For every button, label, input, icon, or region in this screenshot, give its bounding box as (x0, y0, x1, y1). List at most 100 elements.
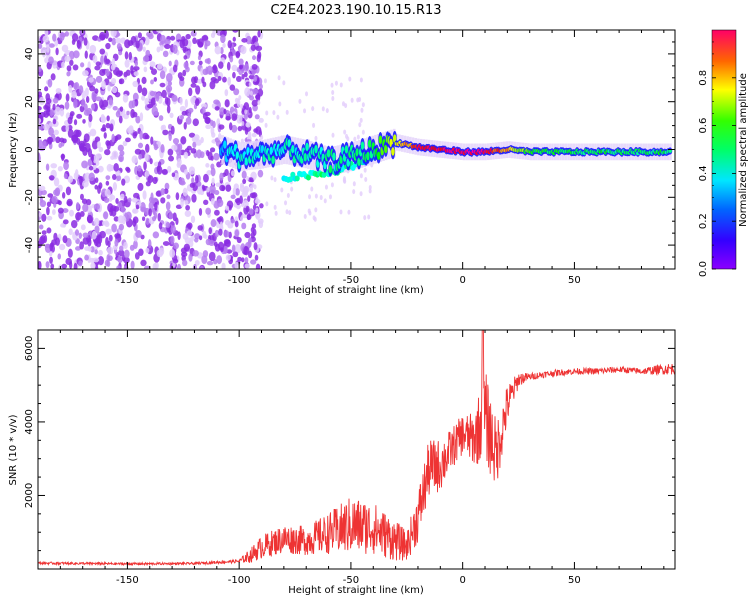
noise-blob (73, 99, 78, 109)
noise-blob (98, 182, 103, 190)
noise-blob (169, 249, 176, 258)
faint-blob (361, 102, 365, 108)
noise-blob (142, 55, 150, 62)
noise-blob (247, 195, 251, 203)
noise-blob (94, 88, 99, 94)
noise-blob (146, 103, 154, 109)
noise-blob (108, 196, 113, 202)
noise-blob (105, 175, 111, 180)
noise-blob (236, 114, 243, 124)
faint-blob (278, 101, 282, 107)
noise-blob (167, 81, 173, 86)
noise-blob (137, 32, 142, 39)
noise-blob (188, 107, 194, 113)
noise-blob (105, 122, 111, 129)
noise-blob (62, 138, 67, 144)
x-tick-label: -50 (343, 275, 359, 286)
faint-blob (368, 184, 372, 190)
noise-blob (251, 64, 258, 70)
noise-blob (73, 50, 80, 59)
noise-blob (113, 216, 119, 222)
colorbar-tick-label: 0.4 (698, 165, 709, 181)
signal-point (287, 139, 292, 148)
noise-blob (189, 182, 196, 188)
noise-blob (192, 141, 197, 148)
noise-blob (55, 136, 61, 144)
noise-blob (152, 263, 158, 269)
faint-blob (249, 90, 253, 96)
noise-blob (48, 56, 54, 65)
noise-blob (254, 114, 260, 120)
snr-plot-area (38, 330, 675, 567)
faint-blob (364, 176, 368, 182)
noise-blob (119, 150, 125, 157)
noise-blob (156, 46, 161, 53)
noise-blob (103, 211, 109, 220)
noise-blob (116, 265, 121, 269)
noise-blob (90, 246, 95, 253)
signal-halo (315, 142, 318, 172)
noise-blob (184, 210, 192, 218)
noise-blob (80, 224, 86, 231)
colorbar-tick-label: 0.0 (698, 261, 709, 277)
noise-blob (249, 95, 255, 101)
noise-blob (224, 205, 230, 211)
noise-blob (97, 234, 101, 244)
noise-blob (61, 44, 69, 53)
noise-blob (111, 57, 116, 67)
noise-blob (102, 99, 109, 108)
noise-blob (49, 256, 53, 264)
noise-blob (95, 61, 101, 66)
faint-blob (321, 106, 325, 112)
noise-blob (232, 30, 239, 33)
faint-blob (356, 97, 360, 103)
noise-blob (47, 193, 54, 198)
noise-blob (44, 102, 51, 110)
noise-blob (106, 246, 114, 255)
noise-blob (105, 58, 111, 65)
noise-blob (217, 133, 222, 141)
noise-blob (53, 177, 60, 187)
noise-blob (187, 112, 192, 119)
faint-blob (305, 91, 309, 97)
noise-blob (185, 204, 190, 211)
noise-blob (232, 71, 236, 79)
noise-blob (62, 235, 68, 244)
noise-blob (192, 37, 197, 45)
noise-blob (168, 155, 175, 162)
noise-blob (44, 86, 49, 92)
noise-blob (160, 188, 165, 196)
faint-blob (280, 187, 284, 193)
noise-blob (182, 187, 188, 197)
noise-blob (214, 45, 222, 55)
faint-blob (257, 100, 261, 106)
noise-blob (165, 201, 171, 211)
noise-blob (45, 163, 50, 171)
noise-blob (61, 153, 65, 162)
noise-blob (197, 225, 204, 231)
noise-blob (241, 257, 245, 263)
noise-blob (206, 170, 212, 176)
noise-blob (257, 169, 264, 178)
noise-blob (55, 87, 62, 94)
noise-blob (110, 64, 116, 71)
noise-blob (118, 154, 124, 163)
faint-blob (312, 122, 316, 128)
noise-blob (84, 142, 91, 153)
faint-blob (350, 97, 354, 103)
faint-blob (334, 80, 338, 86)
faint-blob (240, 103, 244, 109)
faint-blob (347, 209, 351, 215)
noise-blob (169, 112, 174, 119)
noise-blob (133, 66, 140, 71)
noise-blob (244, 63, 250, 72)
noise-blob (235, 203, 241, 210)
noise-blob (40, 47, 47, 56)
noise-blob (223, 108, 227, 115)
noise-blob (145, 143, 150, 153)
colorbar (712, 30, 736, 269)
noise-blob (88, 113, 93, 123)
faint-blob (313, 216, 317, 222)
noise-blob (212, 120, 216, 129)
faint-blob (330, 182, 334, 188)
